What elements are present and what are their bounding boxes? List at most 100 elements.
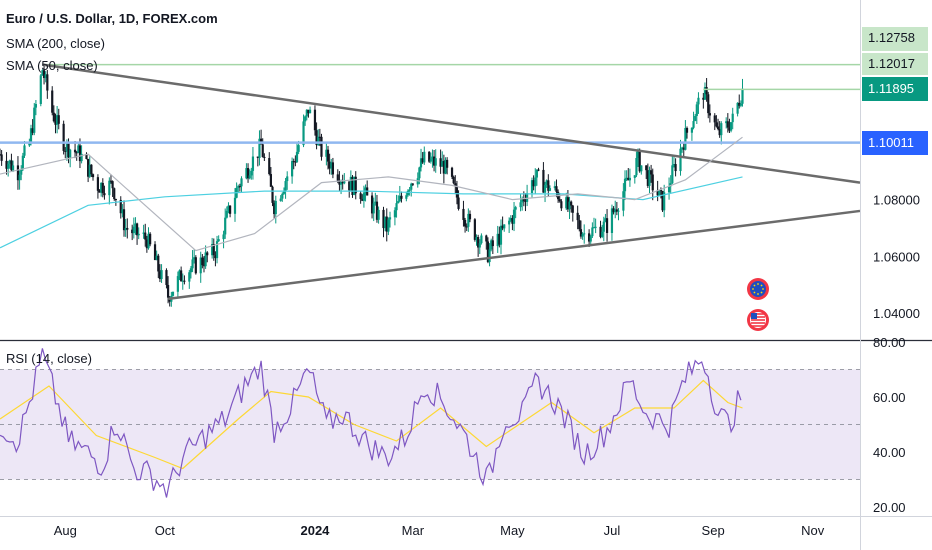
candle-body — [364, 187, 367, 193]
candle-body — [206, 252, 209, 256]
candle-body — [52, 112, 55, 122]
candle-body — [88, 164, 91, 177]
candle-body — [317, 136, 320, 146]
candle-body — [263, 156, 266, 159]
candle-body — [46, 74, 49, 91]
candle-body — [201, 257, 204, 266]
candle-body — [499, 225, 503, 245]
eu-flag-star — [753, 284, 756, 287]
candle-body — [282, 190, 286, 194]
us-flag-icon[interactable] — [747, 309, 769, 331]
candle-body — [602, 221, 605, 232]
time-tick-label: Oct — [155, 523, 176, 538]
eu-flag-star — [752, 288, 754, 290]
candle-body — [78, 145, 82, 162]
candle-body — [331, 162, 335, 175]
candle-body — [113, 188, 116, 200]
candle-body — [294, 161, 297, 163]
candle-body — [295, 151, 299, 162]
candle-body — [176, 276, 179, 292]
candle-body — [20, 169, 23, 175]
candle-body — [716, 126, 720, 129]
candle-body — [171, 291, 175, 296]
candle-body — [77, 145, 80, 153]
candle-body — [610, 208, 614, 234]
candle-body — [534, 177, 537, 187]
candle-body — [273, 202, 276, 215]
candle-body — [581, 234, 584, 237]
candle-body — [227, 205, 230, 211]
candle-body — [421, 158, 424, 163]
candle-body — [16, 165, 20, 181]
candle-body — [189, 268, 193, 273]
candle-body — [521, 198, 524, 203]
candle-body — [338, 180, 341, 185]
candle-body — [165, 270, 168, 285]
candle-body — [90, 164, 93, 175]
candle-body — [51, 90, 54, 113]
overlays — [0, 63, 861, 301]
time-tick-label: May — [500, 523, 525, 538]
candle-body — [361, 199, 364, 201]
candle-body — [126, 227, 129, 230]
candle-body — [659, 189, 663, 191]
candle-body — [692, 121, 695, 128]
candle-body — [525, 193, 529, 202]
rsi-legend[interactable]: RSI (14, close) — [6, 351, 92, 366]
candle-body — [353, 176, 356, 195]
candle-body — [372, 203, 375, 214]
candle-body — [351, 176, 354, 195]
candle-body — [114, 199, 117, 201]
candle-body — [726, 121, 729, 128]
flags[interactable] — [747, 278, 769, 331]
candle-body — [731, 113, 734, 123]
candle-body — [31, 128, 34, 133]
candle-body — [408, 189, 411, 191]
eu-flag-icon[interactable] — [747, 278, 769, 300]
candle-body — [354, 176, 357, 194]
candle-body — [11, 165, 15, 171]
candle-body — [571, 205, 574, 213]
candle-body — [543, 184, 547, 193]
sma200-legend[interactable]: SMA (200, close) — [6, 36, 105, 51]
candle-body — [532, 180, 535, 187]
candle-body — [400, 195, 403, 199]
candle-body — [292, 161, 295, 163]
candle-body — [736, 102, 739, 114]
candle-body — [224, 217, 227, 235]
candle-body — [674, 164, 677, 172]
candle-body — [121, 209, 124, 214]
candle-body — [542, 169, 545, 193]
candle-body — [44, 74, 47, 79]
candle-body — [485, 235, 488, 242]
candle-body — [124, 227, 127, 231]
candle-body — [80, 153, 83, 162]
candle-body — [568, 201, 571, 210]
candle-body — [21, 155, 24, 170]
price-tick-label: 1.06000 — [873, 249, 920, 264]
last-price-badge: 1.11895 — [862, 77, 928, 102]
candle-body — [658, 189, 661, 196]
candle-body — [591, 227, 594, 237]
candle-body — [330, 162, 333, 169]
candle-body — [501, 225, 504, 229]
candle-body — [480, 235, 483, 244]
sma50-legend[interactable]: SMA (50, close) — [6, 58, 98, 73]
candle-body — [313, 109, 317, 131]
candle-body — [274, 200, 277, 215]
candle-body — [715, 122, 718, 127]
candle-body — [725, 121, 728, 124]
candle-body — [428, 151, 431, 162]
candle-body — [318, 136, 321, 138]
eu-flag-star — [762, 288, 764, 290]
candle-body — [157, 255, 160, 272]
candle-body — [233, 197, 237, 214]
candle-body — [341, 181, 344, 184]
candle-body — [398, 195, 401, 202]
eu-flag-star — [757, 293, 759, 295]
candle-body — [702, 97, 705, 100]
candle-body — [54, 121, 57, 125]
candle-body — [137, 233, 140, 236]
candle-body — [57, 115, 60, 124]
